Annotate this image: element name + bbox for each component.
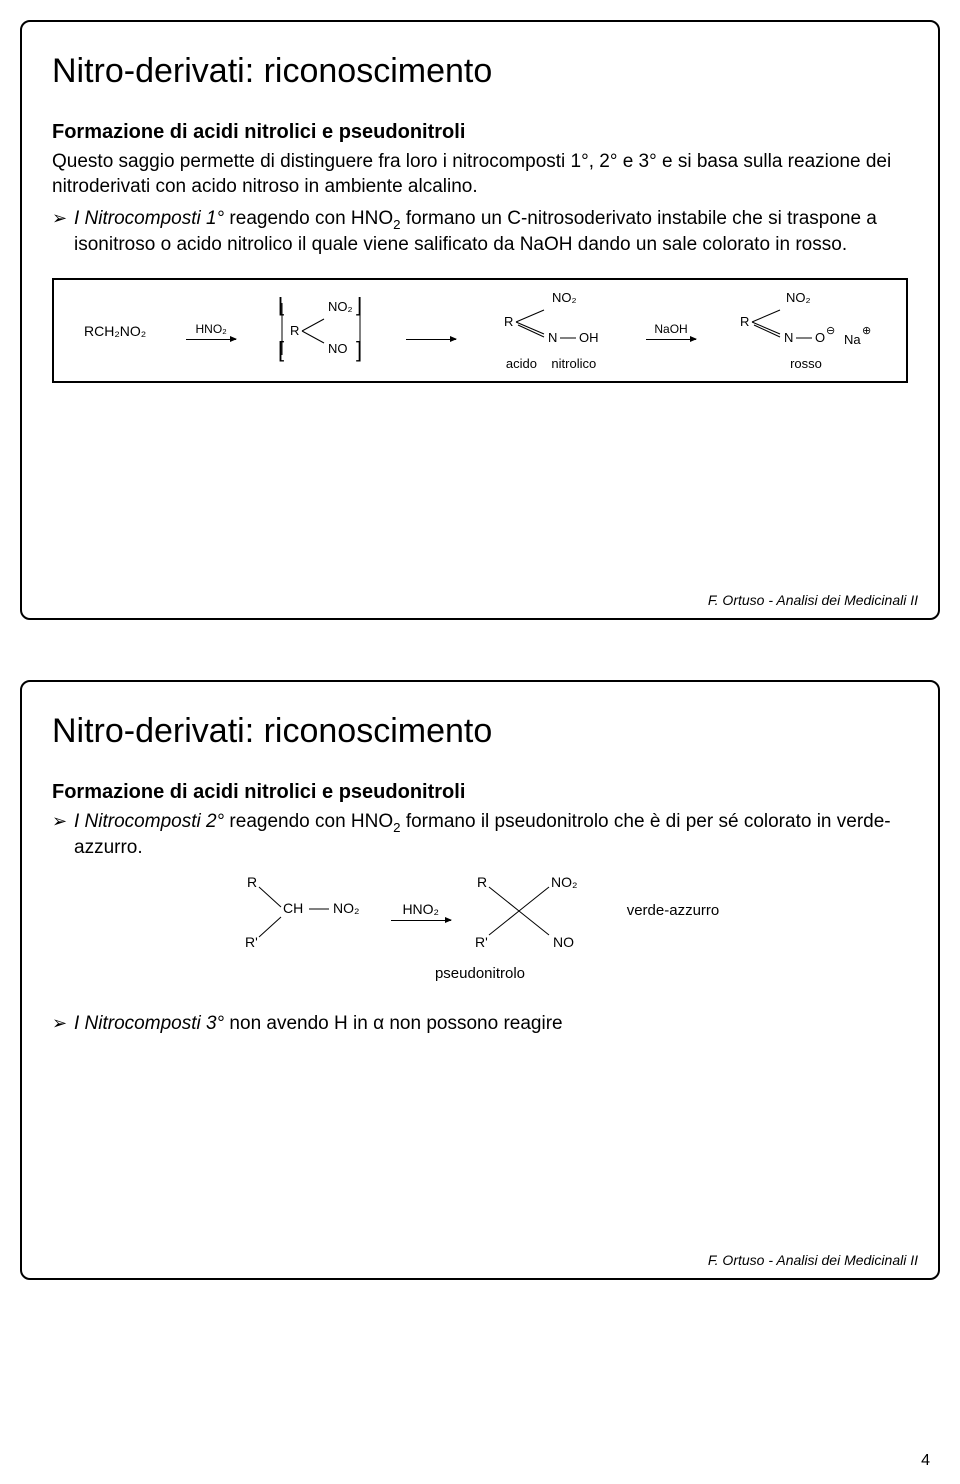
arrow-line-icon (646, 339, 696, 340)
formula-start: RCH₂NO₂ (84, 323, 146, 339)
svg-text:]: ] (356, 337, 362, 362)
page-number: 4 (921, 1452, 930, 1470)
slide2-bullet-1: I Nitrocomposti 2° reagendo con HNO2 for… (52, 810, 908, 861)
arrow-line-icon (186, 339, 236, 340)
slide1-bullet: I Nitrocomposti 1° reagendo con HNO2 for… (52, 207, 908, 258)
verde-azzurro-label: verde-azzurro (627, 902, 720, 919)
slide2-title: Nitro-derivati: riconoscimento (52, 712, 908, 751)
svg-text:NO₂: NO₂ (552, 290, 577, 305)
right-structure-icon: R NO₂ R' NO (471, 871, 591, 951)
slide2-subtitle: Formazione di acidi nitrolici e pseudoni… (52, 781, 908, 804)
acido-label: acido nitrolico (506, 356, 596, 371)
svg-text:R': R' (245, 934, 258, 950)
bullet2-1-sub: 2 (393, 820, 400, 835)
arrow-line-icon (406, 339, 456, 340)
slide1-title: Nitro-derivati: riconoscimento (52, 52, 908, 91)
svg-text:R: R (290, 323, 299, 338)
svg-text:NO₂: NO₂ (786, 290, 811, 305)
slide-1: Nitro-derivati: riconoscimento Formazion… (20, 20, 940, 620)
slide1-intro: Questo saggio permette di distinguere fr… (52, 150, 908, 199)
svg-text:NO₂: NO₂ (328, 299, 353, 314)
slide1-footer: F. Ortuso - Analisi dei Medicinali II (708, 592, 918, 608)
bullet2-2-italic: I Nitrocomposti 3° (74, 1013, 224, 1034)
rosso-label: rosso (790, 356, 822, 371)
svg-text:Na: Na (844, 332, 861, 347)
reaction-diagram-2: R CH NO₂ R' HNO₂ R NO₂ R' (52, 871, 908, 982)
slide-2: Nitro-derivati: riconoscimento Formazion… (20, 680, 940, 1280)
arrow-slide2: HNO₂ (391, 901, 451, 921)
svg-text:⊖: ⊖ (826, 325, 835, 337)
acido-structure-icon: NO₂ R N OH (496, 290, 606, 352)
svg-text:O: O (815, 330, 825, 345)
bullet-text-1: reagendo con HNO (224, 208, 393, 229)
reaction-diagram-1: RCH₂NO₂ HNO₂ [ ] [ ] NO₂ R NO (52, 278, 908, 383)
svg-text:[: [ (278, 297, 284, 316)
arrow-2 (406, 322, 456, 340)
svg-text:N: N (548, 330, 557, 345)
bullet-sub: 2 (393, 217, 400, 232)
bullet2-2-text: non avendo H in α non possono reagire (224, 1013, 562, 1034)
svg-text:N: N (784, 330, 793, 345)
arrow3-label: NaOH (654, 322, 687, 336)
intermediate-bracket: [ ] [ ] NO₂ R NO (276, 297, 366, 365)
slide2-footer: F. Ortuso - Analisi dei Medicinali II (708, 1252, 918, 1268)
svg-text:R: R (740, 314, 749, 329)
product-acido-nitrolico: NO₂ R N OH acido nitrolico (496, 290, 606, 371)
pseudonitrolo-label: pseudonitrolo (435, 965, 525, 982)
svg-text:R: R (477, 874, 487, 890)
salt-structure-icon: NO₂ R N O ⊖ Na ⊕ (736, 290, 876, 352)
svg-text:OH: OH (579, 330, 599, 345)
svg-text:NO₂: NO₂ (551, 874, 577, 890)
arrow-line-icon (391, 920, 451, 921)
arrow-slide2-label: HNO₂ (402, 901, 439, 917)
slide1-subtitle: Formazione di acidi nitrolici e pseudoni… (52, 121, 908, 144)
svg-text:R: R (504, 314, 513, 329)
bullet2-1-text: reagendo con HNO (224, 811, 393, 832)
product-salt: NO₂ R N O ⊖ Na ⊕ rosso (736, 290, 876, 371)
svg-text:NO: NO (553, 934, 574, 950)
reactant-start: RCH₂NO₂ (84, 323, 146, 339)
svg-text:R': R' (475, 934, 488, 950)
svg-text:CH: CH (283, 900, 303, 916)
svg-text:[: [ (278, 337, 284, 362)
bracket-structure-icon: [ ] [ ] NO₂ R NO (276, 297, 366, 365)
arrow1-label: HNO₂ (195, 322, 226, 336)
svg-text:⊕: ⊕ (862, 325, 871, 337)
arrow-3: NaOH (646, 322, 696, 340)
arrow-1: HNO₂ (186, 322, 236, 340)
svg-text:R: R (247, 874, 257, 890)
bullet2-1-italic: I Nitrocomposti 2° (74, 811, 224, 832)
left-structure-icon: R CH NO₂ R' (241, 871, 371, 951)
bullet-italic: I Nitrocomposti 1° (74, 208, 224, 229)
slide2-bullet-2: I Nitrocomposti 3° non avendo H in α non… (52, 1012, 908, 1037)
svg-text:NO₂: NO₂ (333, 900, 359, 916)
svg-text:NO: NO (328, 341, 348, 356)
svg-text:]: ] (356, 297, 362, 316)
